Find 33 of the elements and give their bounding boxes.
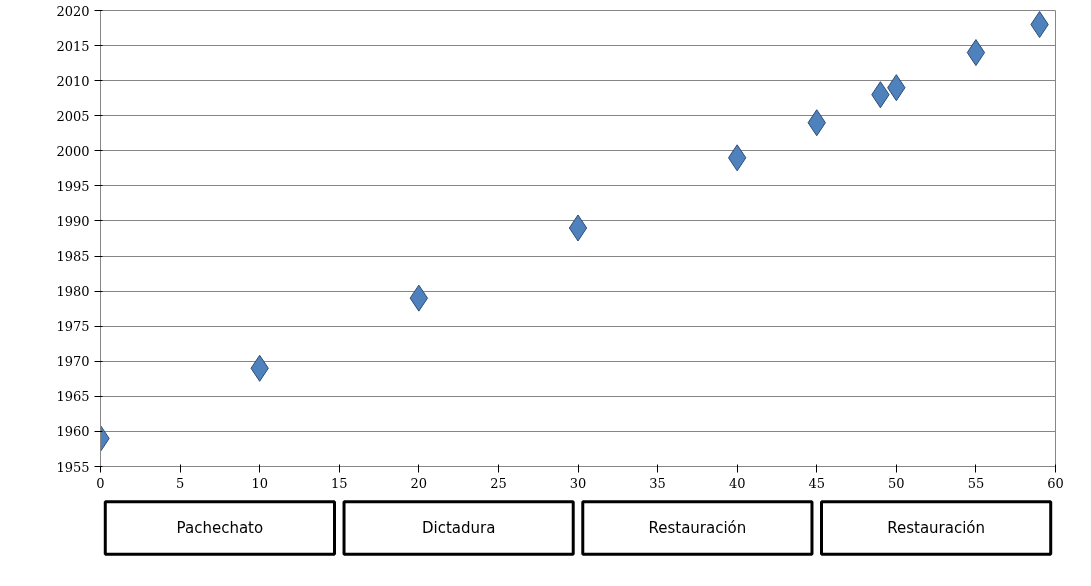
text: Pachechato: [176, 519, 264, 537]
text: Dictadura: [421, 519, 496, 537]
text: Restauración: [887, 519, 986, 537]
y-tick-label: 1965: [56, 389, 90, 405]
x-tick-label: 40: [728, 475, 746, 491]
x-tick-label: 10: [251, 475, 268, 491]
point: [966, 39, 986, 67]
text: Restauración: [648, 519, 747, 537]
y-tick-label: 1985: [56, 249, 90, 265]
y-tick-label: 1960: [56, 424, 90, 440]
y-tick-label: 1955: [56, 459, 90, 475]
x-tick-label: 45: [808, 475, 826, 491]
x-tick-label: 5: [175, 475, 185, 491]
x-tick-label: 30: [569, 475, 587, 491]
x-tick-label: 55: [967, 475, 985, 491]
x-tick-label: 20: [410, 475, 428, 491]
y-tick-label: 2015: [56, 38, 90, 54]
x-tick-label: 50: [888, 475, 905, 491]
y-tick-label: 2005: [56, 108, 90, 124]
point: [568, 214, 588, 242]
x-tick-label: 0: [96, 475, 105, 491]
x-tick-label: 35: [649, 475, 666, 491]
x-tick-label: 60: [1047, 475, 1064, 491]
y-tick-label: 2010: [56, 73, 90, 89]
x-tick-label: 25: [490, 475, 507, 491]
y-tick-label: 2000: [56, 143, 90, 159]
y-tick-label: 2020: [56, 3, 90, 19]
y-tick-label: 1975: [56, 319, 90, 335]
y-tick-label: 1970: [56, 354, 90, 370]
x-tick-label: 15: [330, 475, 348, 491]
y-tick-label: 1995: [56, 178, 90, 194]
y-tick-label: 1980: [56, 284, 90, 300]
y-tick-label: 1990: [56, 213, 90, 229]
